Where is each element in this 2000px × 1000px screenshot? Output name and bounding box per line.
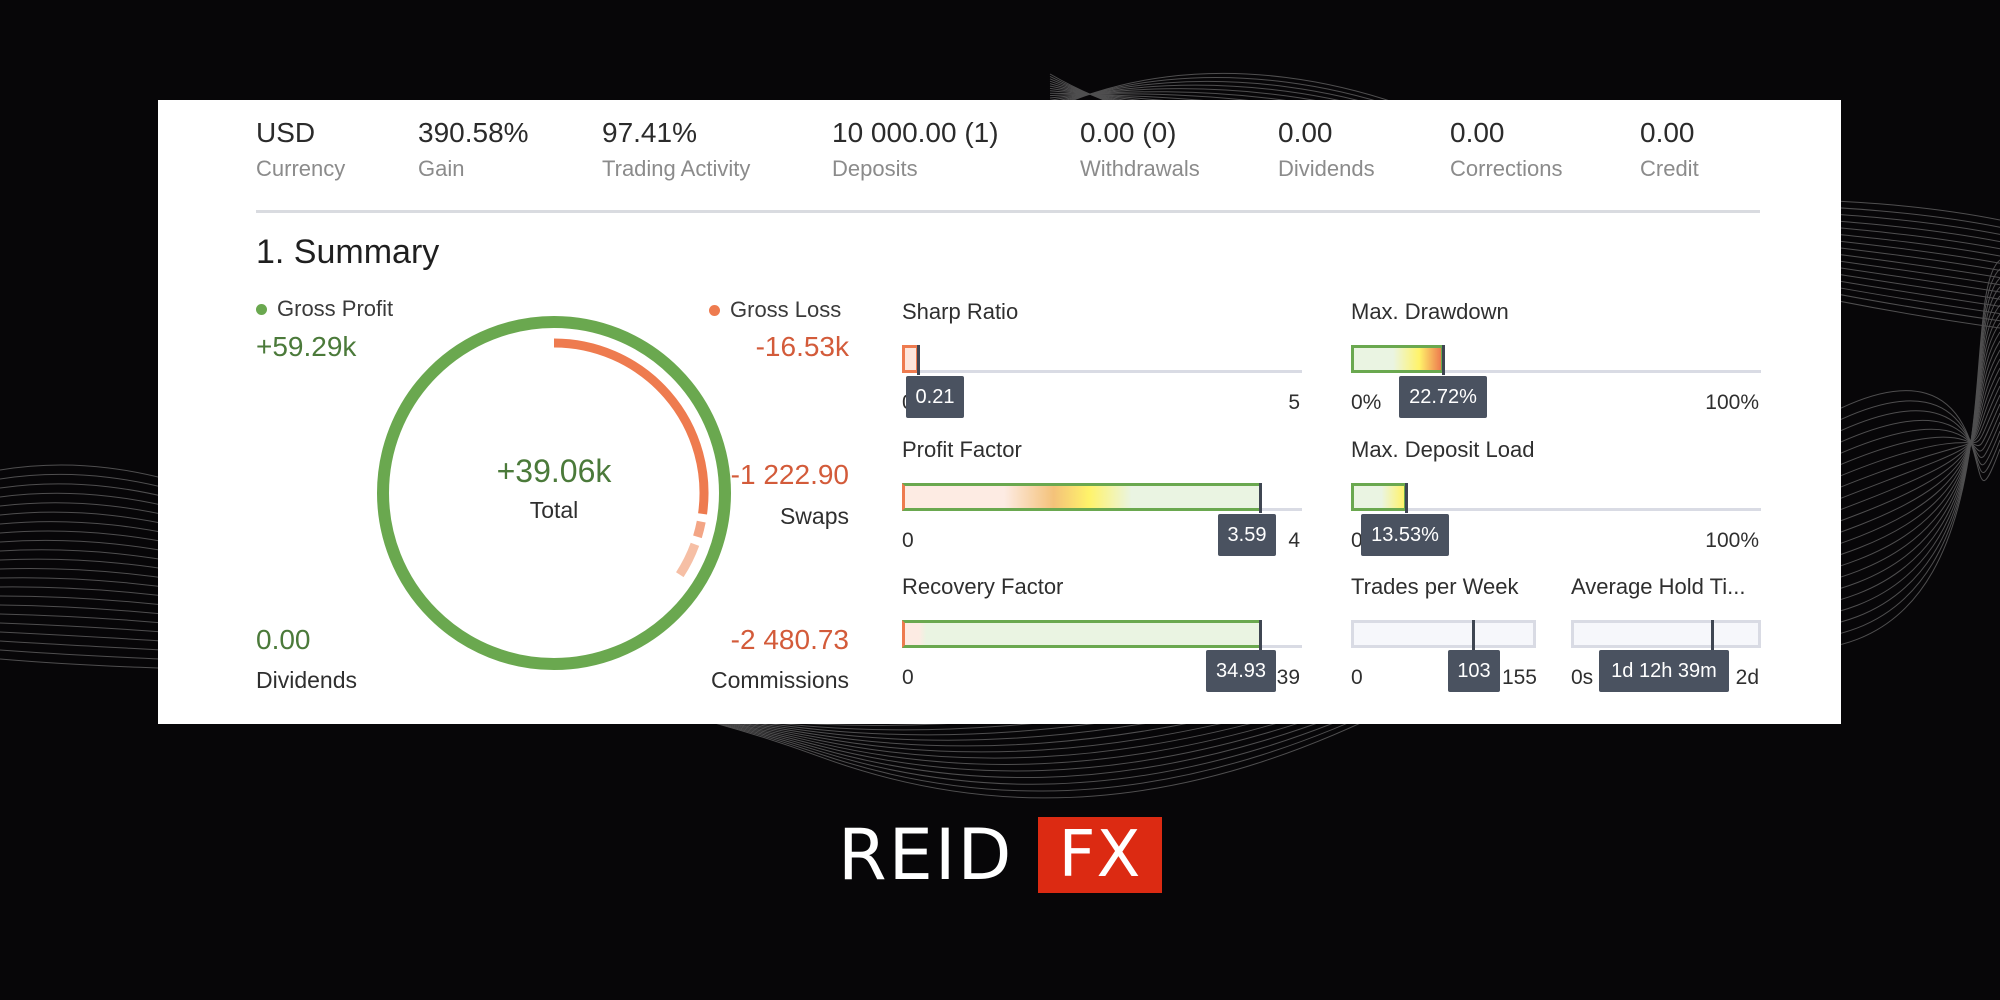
- sharp-ratio-tooltip: 0.21: [906, 376, 964, 418]
- recovery-factor-max: 39: [1276, 666, 1300, 689]
- stat-label: Dividends: [1278, 156, 1375, 181]
- sharp-ratio-max: 5: [1288, 391, 1300, 414]
- commissions-label: Commissions: [710, 667, 849, 693]
- stat-credit: 0.00 Credit: [1640, 116, 1699, 184]
- stat-trading-activity: 97.41% Trading Activity: [602, 116, 750, 184]
- dividends-label: Dividends: [256, 667, 357, 693]
- commissions-value: -2 480.73: [730, 624, 849, 655]
- sharp-ratio-track: [902, 345, 1302, 373]
- trades-per-week-min: 0: [1351, 666, 1363, 689]
- stat-label: Corrections: [1450, 156, 1563, 181]
- total-value: +39.06k: [496, 453, 612, 489]
- average-hold-time-min: 0s: [1571, 666, 1594, 689]
- logo-text-fx: FX: [1038, 817, 1162, 893]
- stat-value: 97.41%: [602, 117, 697, 148]
- header-divider: [256, 210, 1760, 213]
- max-deposit-load-track: [1351, 483, 1761, 511]
- profit-factor-fill: [902, 483, 1262, 511]
- legend-gross-loss: Gross Loss: [709, 296, 841, 324]
- legend-gross-profit: Gross Profit: [256, 295, 393, 323]
- trades-per-week-max: 155: [1501, 666, 1537, 689]
- stat-label: Gain: [418, 156, 465, 181]
- stat-value: 0.00: [1640, 117, 1695, 148]
- recovery-factor-marker: [1259, 620, 1262, 650]
- max-drawdown-label: Max. Drawdown: [1351, 299, 1509, 324]
- trades-per-week-label: Trades per Week: [1351, 574, 1519, 599]
- stat-value: 0.00: [1278, 117, 1333, 148]
- stat-currency: USD Currency: [256, 116, 345, 184]
- stat-label: Currency: [256, 156, 346, 181]
- max-drawdown-fill: [1351, 345, 1444, 373]
- gross-loss-value: -16.53k: [755, 331, 849, 362]
- max-deposit-load-min: 0: [1351, 529, 1363, 552]
- recovery-factor-min: 0: [902, 666, 914, 689]
- stat-corrections: 0.00 Corrections: [1450, 116, 1562, 184]
- gross-profit-value: +59.29k: [256, 331, 357, 362]
- swaps-label: Swaps: [779, 503, 849, 529]
- max-drawdown-tooltip: 22.72%: [1399, 376, 1487, 418]
- max-deposit-load-max: 100%: [1705, 529, 1759, 552]
- max-drawdown-track: [1351, 345, 1761, 373]
- trades-per-week-tooltip: 103: [1448, 650, 1500, 692]
- profit-factor-tooltip: 3.59: [1218, 514, 1276, 556]
- stat-value: USD: [256, 117, 316, 148]
- average-hold-time-marker: [1711, 620, 1714, 650]
- recovery-factor-label: Recovery Factor: [902, 574, 1064, 599]
- profit-loss-donut-chart: [377, 316, 731, 670]
- legend-label: Gross Profit: [277, 296, 394, 321]
- recovery-factor-fill: [902, 620, 1262, 648]
- profit-factor-max: 4: [1288, 529, 1300, 552]
- max-drawdown-max: 100%: [1705, 391, 1759, 414]
- stat-value: 0.00 (0): [1080, 117, 1177, 148]
- stat-value: 0.00: [1450, 117, 1505, 148]
- stat-value: 390.58%: [418, 117, 529, 148]
- average-hold-time-track: [1571, 620, 1761, 648]
- max-deposit-load-marker: [1405, 483, 1408, 513]
- stat-withdrawals: 0.00 (0) Withdrawals: [1080, 116, 1200, 184]
- total-label: Total: [529, 497, 579, 523]
- max-deposit-load-label: Max. Deposit Load: [1351, 437, 1535, 462]
- average-hold-time-tooltip: 1d 12h 39m: [1599, 650, 1729, 692]
- section-title: 1. Summary: [256, 233, 440, 271]
- trades-per-week-marker: [1472, 620, 1475, 650]
- max-drawdown-marker: [1442, 345, 1445, 375]
- stat-dividends: 0.00 Dividends: [1278, 116, 1375, 184]
- legend-dot-icon: [709, 305, 720, 316]
- legend-dot-icon: [256, 304, 267, 315]
- gross-profit-ring: [377, 316, 731, 670]
- sharp-ratio-label: Sharp Ratio: [902, 299, 1019, 324]
- stat-label: Trading Activity: [602, 156, 751, 181]
- gross-loss-arc: [553, 338, 709, 515]
- profit-factor-marker: [1259, 483, 1262, 513]
- legend-label: Gross Loss: [730, 297, 842, 322]
- sharp-ratio-marker: [917, 345, 920, 375]
- logo-text-reid: REID: [838, 814, 1014, 896]
- stat-label: Withdrawals: [1080, 156, 1200, 181]
- dividends-value: 0.00: [256, 624, 311, 655]
- average-hold-time-max: 2d: [1735, 666, 1759, 689]
- commissions-arc: [675, 542, 700, 578]
- max-deposit-load-tooltip: 13.53%: [1361, 514, 1449, 556]
- swaps-value: -1 222.90: [730, 459, 849, 490]
- average-hold-time-label: Average Hold Ti...: [1571, 574, 1746, 599]
- max-drawdown-min: 0%: [1351, 391, 1382, 414]
- stat-label: Deposits: [832, 156, 918, 181]
- swaps-arc: [693, 520, 706, 539]
- recovery-factor-tooltip: 34.93: [1206, 650, 1276, 692]
- profit-factor-min: 0: [902, 529, 914, 552]
- trades-per-week-track: [1351, 620, 1536, 648]
- stat-deposits: 10 000.00 (1) Deposits: [832, 116, 999, 184]
- stat-label: Credit: [1640, 156, 1699, 181]
- summary-card: USD Currency 390.58% Gain 97.41% Trading…: [158, 100, 1841, 724]
- stat-gain: 390.58% Gain: [418, 116, 529, 184]
- stat-value: 10 000.00 (1): [832, 117, 999, 148]
- max-deposit-load-fill: [1351, 483, 1407, 511]
- profit-factor-label: Profit Factor: [902, 437, 1022, 462]
